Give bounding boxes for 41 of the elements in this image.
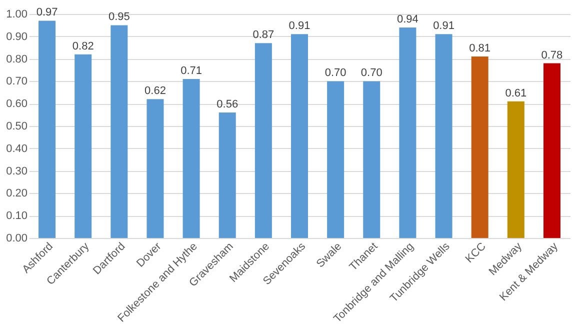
y-tick-label: 0.00 [6, 232, 28, 244]
data-label: 0.78 [541, 49, 563, 62]
data-label: 0.91 [433, 20, 454, 32]
bar [146, 99, 164, 238]
data-label: 0.56 [216, 98, 238, 111]
data-label: 0.95 [108, 11, 130, 24]
y-tick-label: 0.50 [6, 120, 28, 132]
y-tick-label: 0.20 [6, 188, 28, 200]
bar [363, 81, 380, 238]
bar [38, 20, 56, 238]
bar [507, 101, 524, 238]
data-label: 0.97 [36, 6, 58, 19]
data-label: 0.70 [324, 67, 346, 80]
bar [110, 25, 128, 238]
bar [543, 63, 560, 238]
bar [399, 27, 416, 238]
data-label: 0.71 [180, 64, 202, 77]
y-tick-label: 0.10 [6, 210, 28, 222]
bar [471, 56, 488, 238]
y-tick-label: 0.30 [6, 165, 28, 178]
y-tick-label: 1.00 [6, 8, 28, 20]
bar [182, 78, 200, 238]
data-label: 0.87 [252, 29, 274, 42]
data-label: 0.94 [396, 13, 418, 26]
y-tick-label: 0.80 [6, 53, 28, 66]
y-tick-label: 0.90 [6, 30, 28, 43]
bar [74, 54, 92, 238]
bar [291, 34, 308, 238]
data-label: 0.70 [360, 67, 382, 80]
data-label: 0.81 [469, 42, 491, 55]
data-label: 0.62 [144, 85, 166, 98]
data-label: 0.91 [288, 20, 310, 32]
y-tick-label: 0.70 [6, 76, 28, 88]
data-label: 0.61 [505, 87, 527, 100]
bar [435, 34, 452, 238]
bar [327, 81, 344, 238]
bar [218, 112, 236, 238]
bar [254, 43, 272, 238]
y-tick-label: 0.40 [6, 142, 28, 155]
data-label: 0.82 [72, 40, 94, 52]
y-tick-label: 0.60 [6, 98, 28, 110]
